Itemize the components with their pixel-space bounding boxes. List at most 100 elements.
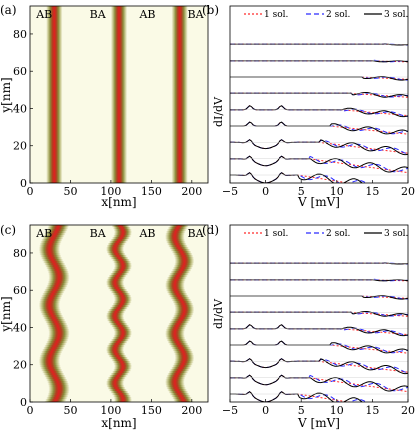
panel-b-plot [230, 43, 408, 183]
soliton-slice [172, 349, 192, 352]
soliton-slice [114, 331, 132, 334]
soliton-slice [39, 301, 61, 304]
soliton-slice [111, 325, 130, 328]
x-tick-label: 20 [401, 185, 415, 198]
soliton-slice [168, 323, 188, 326]
soliton-slice [45, 287, 67, 290]
soliton-slice [165, 239, 185, 242]
soliton-slice [42, 259, 64, 262]
soliton-slice [39, 243, 61, 246]
soliton-slice [44, 263, 66, 266]
soliton-slice [174, 355, 195, 358]
soliton-slice [112, 337, 131, 340]
soliton-slice [165, 377, 186, 380]
y-tick-label: 0 [20, 396, 27, 409]
soliton-slice [48, 277, 70, 280]
soliton-slice [111, 339, 129, 342]
soliton-slice [165, 237, 185, 240]
soliton-slice [45, 399, 67, 402]
y-tick-label: 80 [13, 247, 27, 260]
soliton-slice [169, 273, 189, 276]
soliton-slice [113, 367, 132, 370]
soliton-slice [168, 275, 188, 278]
soliton-slice [108, 355, 127, 358]
soliton-slice [106, 385, 125, 388]
soliton-slice [165, 285, 185, 288]
soliton-slice [108, 309, 127, 312]
panel-c-xlabel: x[nm] [101, 416, 136, 430]
soliton-slice [165, 283, 185, 286]
soliton-slice [167, 293, 188, 296]
soliton-slice [41, 351, 63, 354]
soliton-slice [42, 293, 64, 296]
solution-3-line [230, 121, 408, 135]
soliton-slice [41, 257, 63, 260]
soliton-slice [46, 229, 68, 232]
legend-entry: 2 sol. [326, 229, 351, 239]
x-tick-label: 50 [63, 185, 77, 198]
soliton-slice [173, 315, 193, 318]
y-tick-label: 60 [13, 284, 27, 297]
y-tick-label: 60 [13, 65, 27, 78]
region-label: BA [188, 8, 205, 21]
soliton-slice [166, 279, 186, 282]
soliton-slice [165, 333, 185, 336]
soliton-slice [172, 365, 192, 368]
panel-d-label: (d) [202, 223, 219, 237]
soliton-slice [40, 353, 62, 356]
y-tick-label: 20 [13, 140, 27, 153]
soliton-slice [166, 229, 187, 232]
soliton-slice [108, 321, 127, 324]
soliton-band [110, 6, 128, 183]
soliton-slice [47, 381, 69, 384]
soliton-slice [165, 383, 185, 386]
soliton-slice [114, 299, 132, 302]
solution-3-line [230, 374, 408, 392]
soliton-slice [165, 381, 185, 384]
soliton-slice [168, 343, 189, 346]
soliton-slice [39, 245, 61, 248]
soliton-slice [110, 373, 129, 376]
soliton-slice [114, 333, 132, 336]
soliton-slice [166, 291, 187, 294]
soliton-slice [43, 261, 65, 264]
soliton-slice [167, 227, 188, 230]
soliton-slice [111, 259, 130, 262]
x-tick-label: 0 [27, 185, 34, 198]
legend-entry: 3 sol. [384, 10, 409, 20]
soliton-slice [171, 269, 192, 272]
soliton-slice [166, 327, 186, 330]
soliton-slice [174, 309, 195, 312]
panel-a-label: (a) [0, 3, 17, 17]
soliton-slice [168, 245, 188, 248]
soliton-slice [169, 247, 189, 250]
x-tick-label: 5 [298, 404, 305, 417]
soliton-slice [48, 275, 70, 278]
soliton-slice [112, 361, 131, 364]
y-tick-label: 40 [13, 321, 27, 334]
soliton-slice [47, 269, 69, 272]
soliton-slice [170, 271, 191, 274]
soliton-slice [44, 401, 66, 402]
x-tick-label: 150 [141, 185, 162, 198]
panel-c-yticks: 0 20 40 60 80 [13, 247, 33, 409]
solution-3-line [230, 358, 408, 375]
soliton-slice [40, 297, 62, 300]
soliton-slice [108, 275, 127, 278]
soliton-slice [106, 351, 125, 354]
soliton-slice [106, 245, 125, 248]
soliton-slice [45, 321, 67, 324]
soliton-slice [39, 253, 61, 256]
soliton-slice [42, 349, 64, 352]
soliton-slice [39, 307, 61, 310]
soliton-slice [166, 375, 186, 378]
panel-d-plot [230, 262, 408, 402]
soliton-slice [106, 315, 124, 318]
soliton-slice [47, 283, 69, 286]
soliton-slice [174, 263, 194, 266]
soliton-slice [113, 235, 131, 238]
region-label: BA [90, 227, 107, 240]
soliton-slice [110, 239, 129, 242]
soliton-slice [48, 273, 70, 276]
soliton-slice [114, 231, 132, 234]
